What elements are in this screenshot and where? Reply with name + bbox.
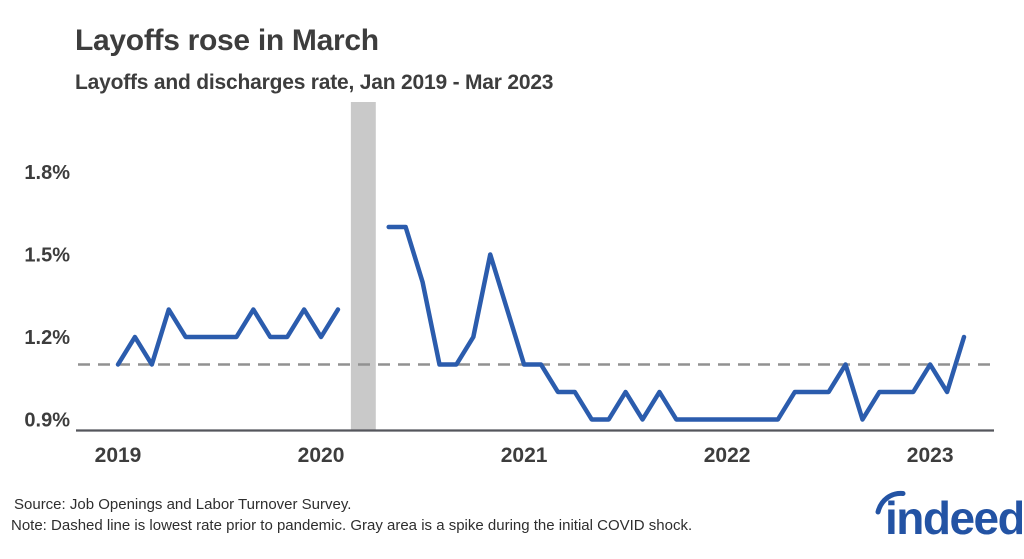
x-tick-label: 2020 bbox=[298, 444, 345, 467]
method-note: Note: Dashed line is lowest rate prior t… bbox=[11, 517, 693, 534]
indeed-swoosh-icon bbox=[875, 490, 906, 515]
x-tick-label: 2021 bbox=[501, 444, 548, 467]
trend-line bbox=[115, 307, 341, 367]
y-tick-label: 1.5% bbox=[24, 245, 70, 267]
source-note: Source: Job Openings and Labor Turnover … bbox=[14, 496, 352, 513]
y-tick-label: 1.2% bbox=[24, 327, 70, 349]
x-tick-label: 2023 bbox=[907, 444, 954, 467]
trend-line bbox=[386, 224, 967, 422]
x-tick-label: 2019 bbox=[95, 444, 142, 467]
y-tick-label: 0.9% bbox=[24, 410, 70, 432]
indeed-logo: indeed bbox=[875, 490, 1022, 543]
chart-subtitle: Layoffs and discharges rate, Jan 2019 - … bbox=[75, 71, 554, 94]
page-title: Layoffs rose in March bbox=[75, 24, 379, 57]
footer-notes: Source: Job Openings and Labor Turnover … bbox=[11, 494, 692, 536]
y-tick-label: 1.8% bbox=[24, 162, 70, 184]
covid-band bbox=[350, 102, 376, 431]
indeed-logo-text: indeed bbox=[885, 492, 1022, 543]
x-tick-label: 2022 bbox=[704, 444, 751, 467]
